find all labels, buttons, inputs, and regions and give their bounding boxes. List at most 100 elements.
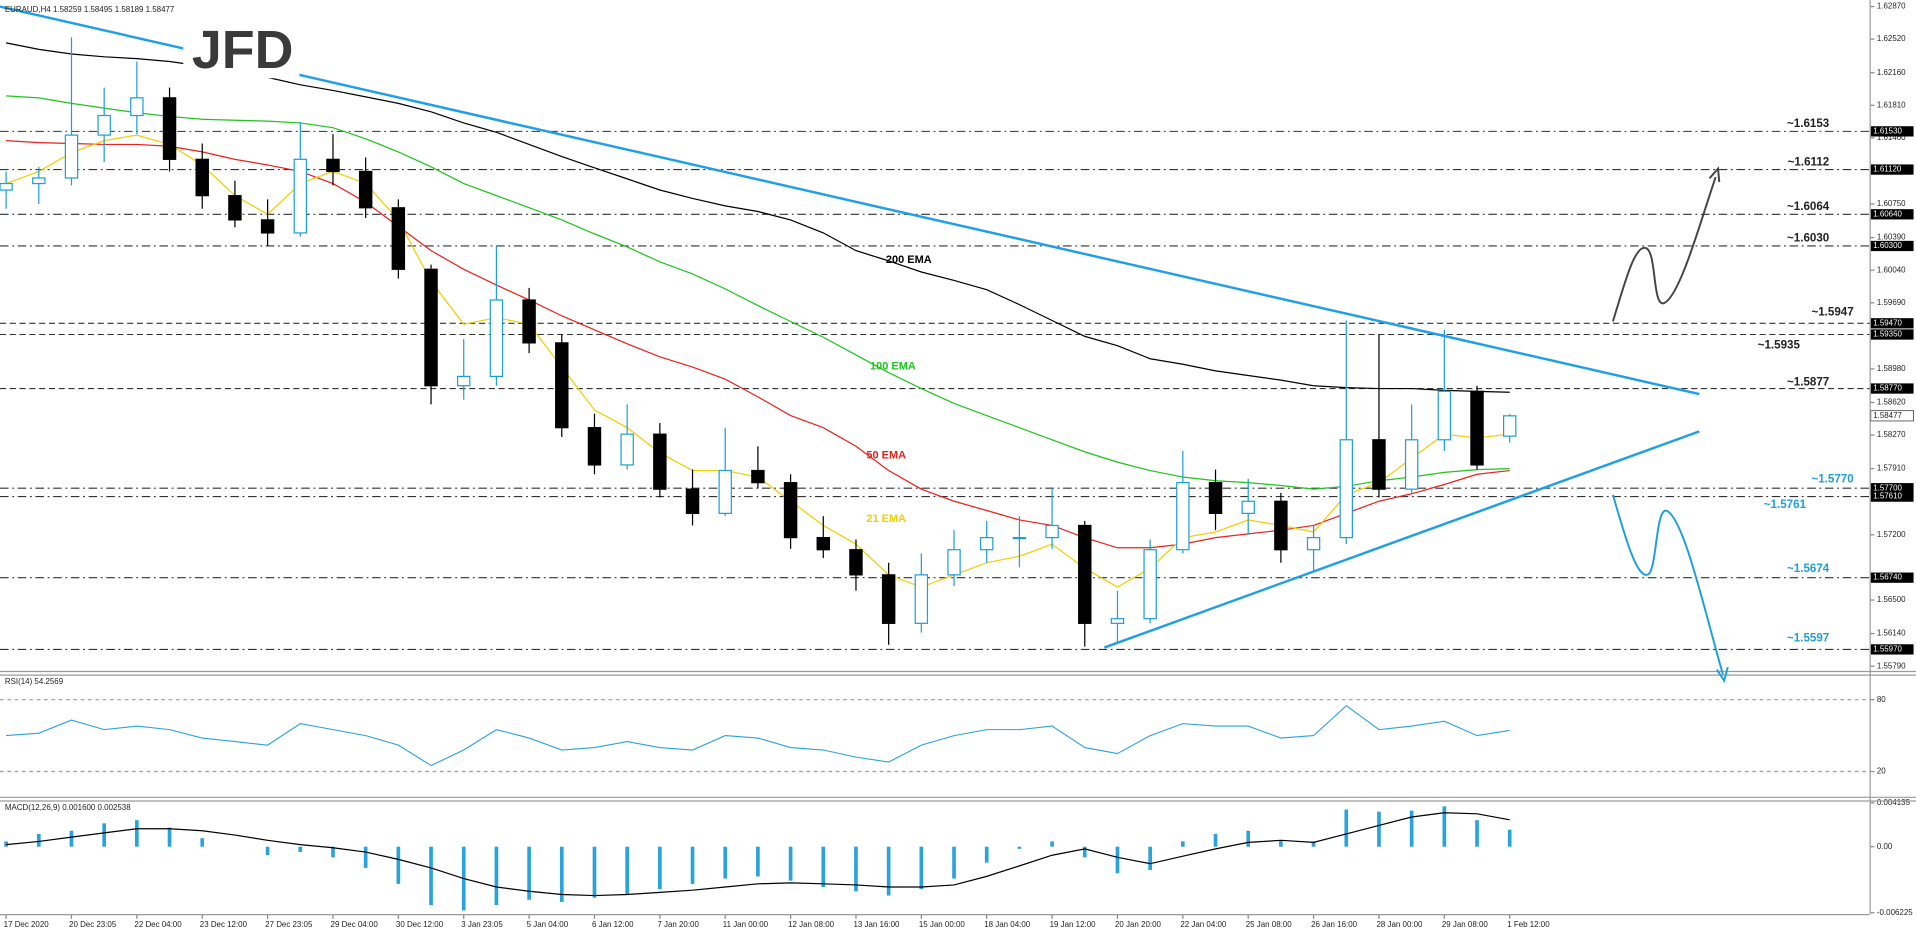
level-box	[1870, 644, 1914, 655]
candle-body	[1110, 618, 1125, 624]
candle-body	[1045, 524, 1059, 539]
x-tick-label: 5 Jan 04:00	[527, 920, 569, 929]
histogram-bar	[984, 846, 989, 863]
level-box-label: 1.61530	[1873, 126, 1902, 135]
histogram-bar	[690, 846, 695, 884]
candle-body	[130, 97, 144, 117]
candle-body	[489, 299, 504, 378]
level-note: ~1.5770	[1811, 473, 1853, 486]
histogram-bar	[1279, 840, 1283, 847]
candle-body	[1241, 500, 1255, 514]
rsi-line	[6, 704, 1510, 767]
y-tick-label: 1.56500	[1877, 595, 1906, 604]
x-tick-label: 12 Jan 08:00	[788, 920, 834, 929]
y-tick-label: 1.59690	[1877, 298, 1906, 307]
x-tick-label: 25 Jan 08:00	[1246, 920, 1292, 929]
x-tick-label: 29 Dec 04:00	[331, 920, 379, 929]
level-box	[1870, 572, 1914, 583]
ema-line	[6, 140, 1510, 549]
candle-body	[32, 177, 46, 185]
y-tick-label: 0.004135	[1877, 798, 1911, 807]
histogram-bar	[429, 846, 433, 906]
y-tick-label: 1.57200	[1877, 530, 1906, 539]
level-note: ~1.6153	[1787, 117, 1830, 130]
candle-body	[1274, 500, 1288, 551]
histogram-bar	[1115, 846, 1120, 874]
histogram-bar	[363, 846, 368, 868]
rsi-title: RSI(14) 54.2569	[5, 677, 64, 686]
level-box-label: 1.55970	[1873, 645, 1902, 654]
candle-body	[1502, 415, 1517, 437]
trendline	[1103, 430, 1700, 649]
level-note: ~1.6112	[1788, 155, 1830, 168]
level-box	[1870, 164, 1914, 175]
y-tick-label: 80	[1877, 695, 1886, 704]
histogram-bar	[331, 846, 335, 858]
x-tick-label: 13 Jan 16:00	[854, 920, 900, 929]
level-box-label: 1.60300	[1873, 241, 1902, 250]
x-tick-label: 17 Dec 2020	[4, 920, 50, 929]
candle-body	[1470, 390, 1484, 466]
y-tick-label: 1.61810	[1877, 100, 1906, 109]
histogram-bar	[1213, 833, 1218, 847]
x-tick-label: 7 Jan 20:00	[657, 920, 699, 929]
candle-body	[195, 158, 209, 197]
y-tick-label: 1.62870	[1877, 2, 1906, 11]
level-box-label: 1.57610	[1873, 492, 1902, 501]
candle-body	[914, 574, 929, 624]
level-box-label: 1.57700	[1873, 483, 1902, 492]
candle-body	[0, 182, 13, 191]
level-box	[1870, 383, 1914, 394]
level-note: ~1.5597	[1787, 631, 1829, 644]
candle-body	[587, 427, 602, 466]
x-tick-label: 29 Jan 08:00	[1442, 920, 1488, 929]
level-box	[1870, 318, 1914, 329]
level-box-label: 1.59350	[1873, 330, 1902, 339]
bullish-scenario-arrow	[1612, 176, 1717, 322]
candle-body	[522, 299, 536, 344]
histogram-bar	[1442, 806, 1447, 847]
histogram-bar	[1148, 846, 1152, 871]
candle-body	[457, 375, 471, 387]
y-tick-label: 1.60750	[1877, 199, 1906, 208]
x-tick-label: 19 Jan 12:00	[1050, 920, 1096, 929]
histogram-bar	[1344, 809, 1349, 847]
ema-line	[6, 95, 1510, 490]
histogram-bar	[1377, 811, 1381, 847]
histogram-bar	[265, 846, 270, 856]
level-note: ~1.5947	[1811, 305, 1853, 318]
histogram-bar	[1475, 820, 1479, 847]
arrow-head	[1708, 166, 1721, 183]
arrow-head	[1716, 666, 1729, 683]
candle-body	[1437, 390, 1452, 441]
histogram-bar	[200, 838, 205, 847]
signal-line	[6, 812, 1510, 897]
histogram-bar	[1409, 810, 1414, 847]
histogram-bar	[658, 846, 662, 890]
candle-body	[1306, 536, 1321, 551]
candle-body	[816, 536, 831, 551]
candle-body	[424, 268, 438, 387]
y-tick-label: 1.55790	[1877, 661, 1906, 670]
histogram-bar	[527, 846, 531, 900]
y-tick-label: 1.61460	[1877, 133, 1906, 142]
level-box-label: 1.60640	[1873, 209, 1902, 218]
candle-body	[718, 469, 732, 514]
logo: JFD	[183, 20, 300, 80]
candle-body	[1078, 524, 1092, 624]
candle-body	[326, 158, 340, 173]
histogram-bar	[102, 823, 107, 847]
x-tick-label: 22 Dec 04:00	[134, 920, 182, 929]
level-box	[1870, 240, 1914, 252]
histogram-bar	[559, 846, 564, 902]
candle-body	[1176, 482, 1190, 551]
x-tick-label: 6 Jan 12:00	[592, 920, 634, 929]
x-tick-label: 30 Dec 12:00	[396, 920, 444, 929]
ema-label: 21 EMA	[866, 513, 906, 525]
candle-body	[947, 549, 961, 576]
candle-body	[1208, 482, 1223, 514]
x-tick-label: 1 Feb 12:00	[1507, 920, 1550, 929]
level-box-label: 1.56740	[1873, 573, 1902, 582]
